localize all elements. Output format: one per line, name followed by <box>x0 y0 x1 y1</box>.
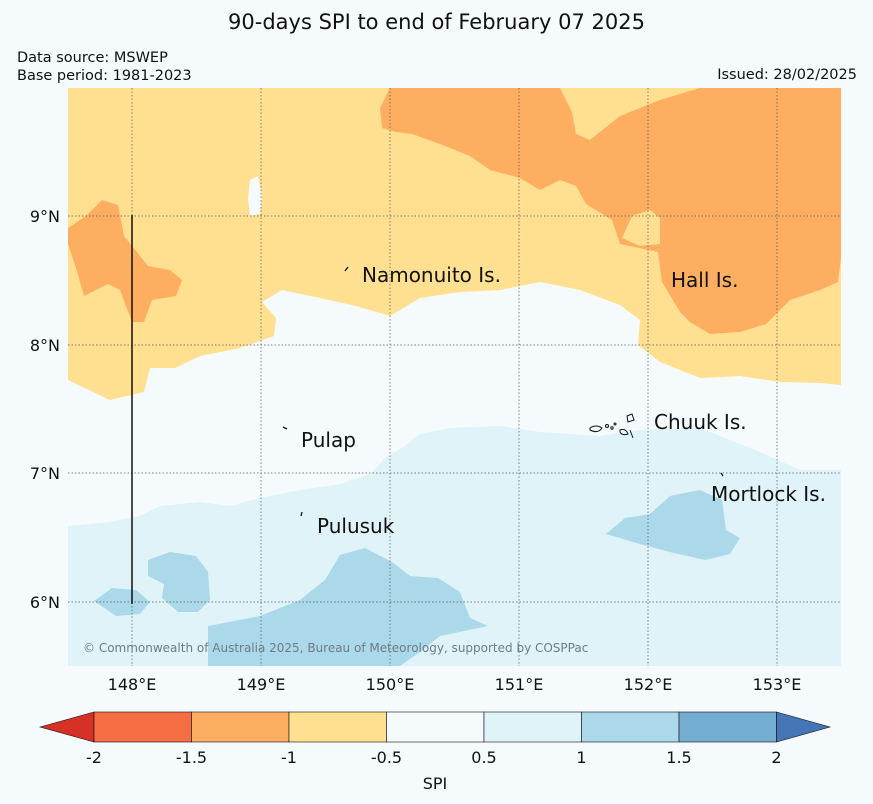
place-label-mortlock: Mortlock Is. <box>711 482 826 506</box>
pulap-island-outline <box>282 426 288 430</box>
longitude-tick-labels: 148°E 149°E 150°E 151°E 152°E 153°E <box>108 675 802 694</box>
colorbar-bin <box>483 711 582 743</box>
lon-tick-label: 153°E <box>753 675 802 694</box>
lon-tick-label: 150°E <box>366 675 415 694</box>
place-label-hall: Hall Is. <box>671 268 738 292</box>
colorbar-tick-label: 0.5 <box>471 748 496 767</box>
spi-region-wet-medium-4 <box>606 490 740 560</box>
colorbar-extend-high <box>776 711 832 743</box>
place-label-namonuito: Namonuito Is. <box>362 263 501 287</box>
lon-tick-label: 148°E <box>108 675 157 694</box>
lat-tick-label: 8°N <box>30 336 60 355</box>
data-source: Data source: MSWEP <box>17 50 168 66</box>
lon-tick-label: 149°E <box>237 675 286 694</box>
colorbar-bin <box>191 711 290 743</box>
islands <box>282 266 724 517</box>
lat-tick-label: 9°N <box>30 207 60 226</box>
mortlock-island-outline <box>720 472 724 477</box>
colorbar-label: SPI <box>423 774 448 793</box>
colorbar-tick-label: -0.5 <box>371 748 402 767</box>
lat-tick-label: 6°N <box>30 593 60 612</box>
colorbar-bin <box>581 711 680 743</box>
lon-tick-label: 151°E <box>495 675 544 694</box>
colorbar-tick-label: -1 <box>281 748 297 767</box>
colorbar-bin <box>93 711 192 743</box>
chuuk-island-outline <box>589 413 635 439</box>
spi-region-wet-medium-2 <box>148 552 210 612</box>
graticule <box>68 88 841 666</box>
place-labels: Namonuito Is. Hall Is. Pulap Chuuk Is. M… <box>301 263 826 538</box>
place-label-pulusuk: Pulusuk <box>317 514 395 538</box>
colorbar-tick-label: -1.5 <box>176 748 207 767</box>
pulusuk-island-outline <box>300 511 303 517</box>
spi-region-normal-patch <box>248 176 262 216</box>
map-title: 90-days SPI to end of February 07 2025 <box>228 10 645 34</box>
metadata-left: Data source: MSWEP Base period: 1981-202… <box>17 49 192 85</box>
copyright-notice: © Commonwealth of Australia 2025, Bureau… <box>83 641 588 655</box>
base-period: Base period: 1981-2023 <box>17 68 192 84</box>
spi-map-panel <box>68 88 841 666</box>
colorbar-tick-label: 1 <box>576 748 586 767</box>
place-label-chuuk: Chuuk Is. <box>654 410 747 434</box>
spi-region-dry-moderate-north <box>380 88 841 334</box>
spi-region-wet-medium-3 <box>208 548 488 666</box>
colorbar-tick-label: -2 <box>86 748 102 767</box>
spi-region-dry-light-bay <box>622 210 660 246</box>
colorbar-bin <box>386 711 485 743</box>
colorbar-tick-labels: -2 -1.5 -1 -0.5 0.5 1 1.5 2 <box>86 748 782 767</box>
colorbar-extend-low <box>38 711 95 743</box>
colorbar-bin <box>678 711 777 743</box>
lat-tick-label: 7°N <box>30 464 60 483</box>
issued-date: Issued: 28/02/2025 <box>717 67 857 83</box>
namonuito-island-outline <box>344 266 349 272</box>
lon-tick-label: 152°E <box>624 675 673 694</box>
colorbar-bin <box>288 711 387 743</box>
colorbar-tick-label: 1.5 <box>666 748 691 767</box>
spi-region-dry-moderate-west <box>68 200 182 322</box>
latitude-tick-labels: 9°N 8°N 7°N 6°N <box>30 207 60 612</box>
colorbar-tick-label: 2 <box>771 748 781 767</box>
spi-colorbar <box>38 711 832 743</box>
place-label-pulap: Pulap <box>301 428 356 452</box>
